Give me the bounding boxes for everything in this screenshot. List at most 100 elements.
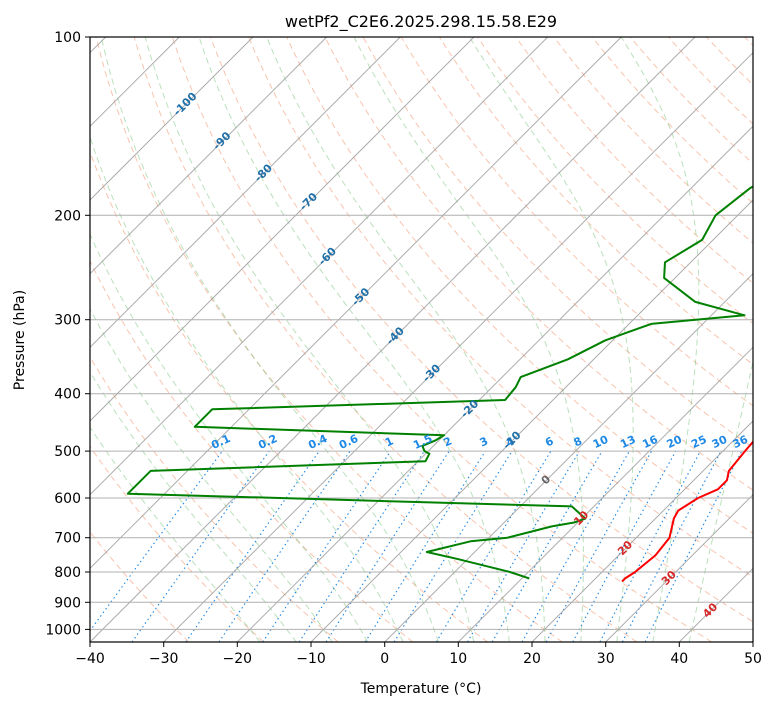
isotherm-label: -60 [316,245,339,268]
isotherm-line [384,272,753,642]
y-tick-label: 500 [54,444,81,460]
x-tick-label: −10 [296,651,326,667]
x-tick-label: −30 [149,651,179,667]
dry-adiabat [210,37,753,623]
mixing-ratio-line [435,450,552,642]
moist-adiabat [90,370,297,642]
isotherm-line [457,346,753,642]
moist-adiabat [353,37,584,642]
isotherm-line [605,493,753,642]
mixing-ratio-label: 16 [640,433,660,451]
mixing-ratio-lines [90,450,743,642]
isotherm-line [90,37,401,349]
moist-adiabat [100,37,439,642]
isotherms [90,37,753,642]
isotherm-line [310,199,753,642]
mixing-ratio-line [218,450,351,642]
y-tick-label: 100 [54,30,81,46]
mixing-ratio-line [545,450,653,642]
x-tick-label: 10 [449,651,467,667]
mixing-ratio-line [467,450,580,642]
isotherm-line [90,37,696,642]
isotherm-line [752,641,753,642]
isotherm-line [678,567,753,642]
moist-adiabat [90,426,261,642]
isotherm-line [90,37,254,201]
y-tick-label: 600 [54,491,81,507]
dry-adiabat [171,37,712,642]
y-tick-label: 300 [54,313,81,329]
mixing-ratio-line [185,450,320,642]
mixing-ratio-line [298,450,425,642]
moist-adiabat [198,37,510,642]
moist-adiabat [266,37,546,642]
mixing-ratio-label: 3 [478,434,490,449]
mixing-ratio-label: 25 [689,433,708,451]
dry-adiabat [90,150,488,642]
dry-adiabat [706,37,753,86]
y-tick-label: 700 [54,531,81,547]
dry-adiabat [248,37,753,578]
dry-adiabat [324,37,753,491]
line-labels: 0.1 0.2 0.4 0.6 1 1.5 2 3 4 6 8 10 13 16 20 25 30 36-100-… [171,90,750,621]
mixing-ratio-line [262,450,392,642]
isotherm-line [531,420,753,642]
isotherm-line [90,37,328,275]
y-tick-label: 1000 [45,622,81,638]
isotherm-line [90,37,622,570]
mixing-ratio-label: 20 [665,433,685,451]
y-tick-label: 200 [54,208,81,224]
axes: −40 −30 −20 −10 0 10 20 30 40 5010020030040050060… [45,30,762,667]
dry-adiabat [95,37,563,642]
mixing-ratio-label: 0.4 [306,432,329,452]
mixing-ratio-label: 6 [543,434,556,449]
x-tick-label: 40 [670,651,688,667]
dry-adiabat [744,37,753,47]
mixing-ratio-label: 1 [383,434,395,449]
x-tick-label: 50 [744,651,762,667]
mixing-ratio-label: 36 [731,433,751,451]
mixing-ratio-line [364,450,486,642]
dry-adiabat [90,259,414,642]
moist-adiabat [90,308,333,642]
x-tick-label: −40 [75,651,105,667]
dry-adiabat [90,445,264,642]
x-tick-label: 30 [597,651,615,667]
isotherm-line [163,51,753,642]
mixing-ratio-label: 10 [591,433,611,451]
x-tick-label: −20 [223,651,253,667]
mixing-ratio-label: 30 [710,433,730,451]
dry-adiabat [90,531,190,642]
temperature-profile [621,440,753,583]
mixing-ratio-label: 13 [618,433,637,451]
moist-adiabat [688,358,753,642]
moist-adiabat [144,37,475,642]
mixing-ratio-label: 0.1 [209,432,232,452]
isotherm-line [90,37,549,496]
dry-adiabat [133,37,638,642]
sounding-profiles [126,185,753,583]
dry-adiabat [90,356,339,642]
mixing-ratio-line [325,450,450,642]
isotherm-line [90,37,475,422]
moist-adiabat [90,135,404,642]
y-axis-label: Pressure (hPa) [12,290,28,390]
x-axis-label: Temperature (°C) [360,681,482,697]
moist-adiabat [90,232,369,642]
isotherm-line [236,125,753,642]
mixing-ratio-line [599,450,701,642]
moist-adiabat [620,37,700,642]
y-tick-label: 800 [54,565,81,581]
isotherm-label: -90 [210,129,233,152]
dry-adiabat [515,37,753,284]
y-tick-label: 400 [54,387,81,403]
mixing-ratio-line [572,450,677,642]
chart-title: wetPf2_C2E6.2025.298.15.58.E29 [285,12,557,32]
plot-frame [89,36,754,643]
mixing-ratio-label: 8 [572,434,584,449]
x-tick-label: 20 [523,651,541,667]
pressure-gridlines [90,37,753,630]
dry-adiabat [668,37,753,125]
